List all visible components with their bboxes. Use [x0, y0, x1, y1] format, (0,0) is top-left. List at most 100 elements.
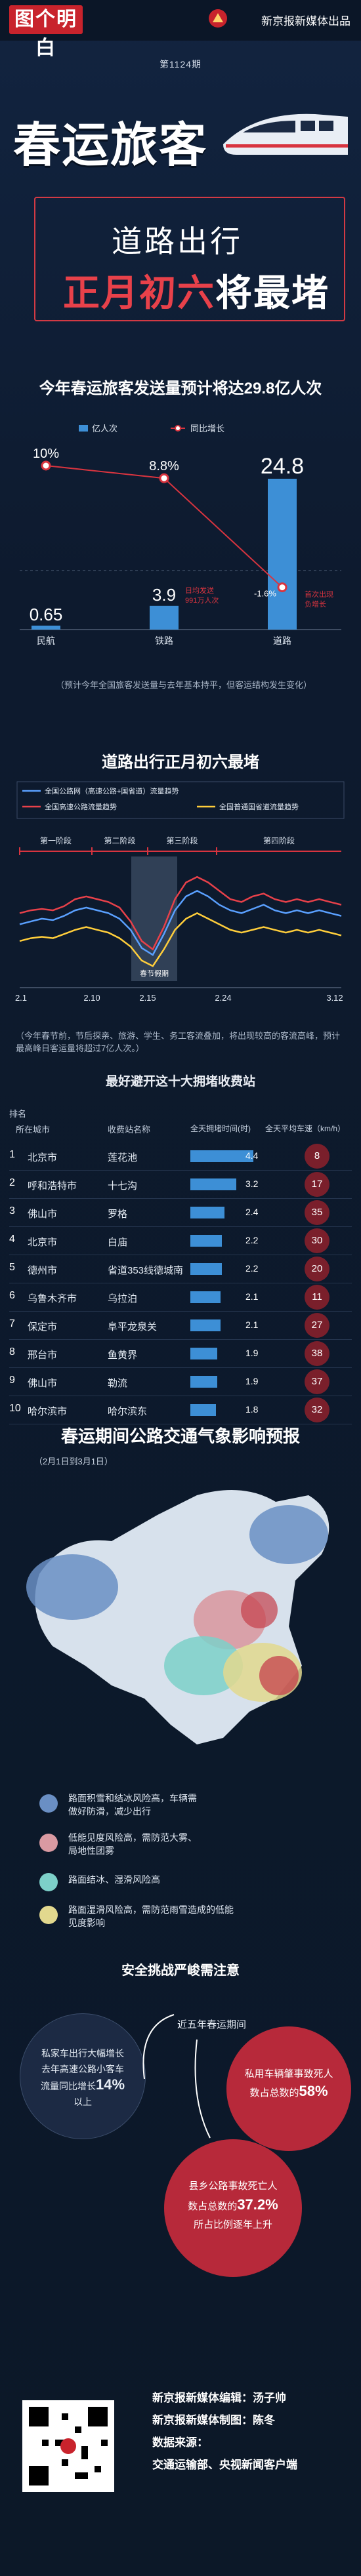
publisher-logo-icon — [209, 9, 227, 28]
row-station: 鱼黄界 — [108, 1350, 138, 1361]
header-rank: 排名 — [9, 1109, 27, 1119]
speed-badge: 11 — [305, 1285, 329, 1310]
phase-label-3: 第四阶段 — [263, 835, 295, 845]
x-tick-3: 2.24 — [215, 993, 231, 1003]
bubble-left-line3: 流量同比增长14% — [40, 2076, 125, 2093]
row-station: 省道353线德城南 — [108, 1265, 184, 1276]
holiday-shade — [131, 856, 177, 981]
hours-bar — [190, 1348, 218, 1359]
legend-swatch-wet — [39, 1906, 58, 1924]
credit-editor: 新京报新媒体编辑：汤子帅 — [152, 2392, 286, 2404]
table-row: 4 北京市 白庙 2.2 30 — [9, 1227, 352, 1255]
bubble-right-line1: 私用车辆肇事致死人 — [244, 2068, 333, 2080]
legend-snow: 路面积雪和结冰风险高，车辆需做好防滑，减少出行 — [68, 1793, 197, 1817]
bubble-county-roads: 县乡公路事故死亡人 数占总数的37.2% 所占比例逐年上升 — [164, 2139, 302, 2277]
hours-bar — [190, 1263, 222, 1275]
table-row: 3 佛山市 罗格 2.4 35 — [9, 1199, 352, 1227]
section4-subtitle: （2月1日到3月1日） — [34, 1457, 113, 1466]
hours-bar — [190, 1319, 221, 1331]
bubble-right-line2: 数占总数的58% — [249, 2083, 328, 2099]
header-speed: 全天平均车速（km/h） — [265, 1124, 346, 1133]
row-city: 哈尔滨市 — [28, 1406, 68, 1417]
table-row: 5 德州市 省道353线德城南 2.2 20 — [9, 1255, 352, 1283]
speed-badge: 20 — [305, 1257, 329, 1281]
bubble-private-fatality: 私用车辆肇事致死人 数占总数的58% — [226, 2026, 351, 2151]
row-city: 佛山市 — [28, 1378, 58, 1389]
row-city: 佛山市 — [28, 1209, 58, 1220]
x-tick-0: 2.1 — [15, 993, 27, 1003]
credit-source: 交通运输部、央视新闻客户端 — [152, 2459, 297, 2471]
row-rank: 7 — [9, 1318, 15, 1329]
legend-ice: 路面结冰、湿滑风险高 — [68, 1874, 160, 1885]
row-rank: 3 — [9, 1205, 15, 1217]
credit-source-label: 数据来源： — [152, 2436, 208, 2449]
train-icon — [223, 113, 348, 155]
hours-bar — [190, 1291, 221, 1303]
bubble-bottom-line1: 县乡公路事故死亡人 — [188, 2181, 278, 2192]
bubble-bottom-line2: 数占总数的37.2% — [188, 2196, 278, 2213]
credit-designer: 新京报新媒体制图：陈冬 — [152, 2414, 275, 2426]
section2-note: （今年春节前，节后探亲、旅游、学生、务工客流叠加，将出现较高的客流高峰，预计最高… — [16, 1031, 341, 1053]
bar-1 — [150, 605, 179, 630]
hours-bar — [190, 1207, 225, 1218]
row-rank: 2 — [9, 1177, 15, 1188]
qr-code[interactable] — [22, 2400, 114, 2492]
growth-label-0: 10% — [33, 447, 59, 461]
bubble-left-pct: 14% — [95, 2076, 125, 2093]
phase-label-0: 第一阶段 — [40, 835, 72, 845]
growth-point-2 — [277, 582, 287, 593]
legend-swatch-snow — [39, 1794, 58, 1813]
rail-annotation-1: 991万人次 — [185, 595, 219, 605]
category-label-1: 铁路 — [155, 635, 173, 646]
bar-value-2: 24.8 — [261, 454, 304, 479]
row-city: 北京市 — [28, 1152, 58, 1163]
brand-logo: 图个明白 — [9, 5, 83, 60]
row-rank: 8 — [9, 1346, 15, 1358]
map-legend: 路面积雪和结冰风险高，车辆需做好防滑，减少出行 低能见度风险高，需防范大雾、局地… — [39, 1792, 328, 1936]
road-annotation-1: 负增长 — [305, 599, 326, 609]
row-rank: 1 — [9, 1149, 15, 1160]
legend-label-1: 全国高速公路流量趋势 — [45, 802, 117, 811]
x-tick-4: 3.12 — [326, 993, 343, 1003]
row-hours: 1.9 — [245, 1376, 259, 1386]
region-low-visibility-east — [259, 1656, 299, 1695]
bubble-left-line1: 私家车出行大幅增长 — [41, 2048, 124, 2059]
row-station: 白庙 — [108, 1237, 128, 1248]
hours-bar — [190, 1404, 217, 1416]
legend-label-2: 全国普通国省道流量趋势 — [219, 802, 299, 811]
row-hours: 1.8 — [245, 1404, 259, 1415]
row-station: 十七沟 — [108, 1180, 138, 1192]
legend-volume-swatch — [79, 425, 88, 432]
row-city: 德州市 — [28, 1265, 58, 1276]
row-hours: 2.2 — [245, 1263, 259, 1274]
bar-value-0: 0.65 — [30, 605, 63, 624]
row-city: 呼和浩特市 — [28, 1180, 77, 1192]
section1-title: 今年春运旅客发送量预计将达29.8亿人次 — [39, 380, 322, 397]
rail-annotation-0: 日均发送 — [185, 586, 214, 595]
row-station: 阜平龙泉关 — [108, 1321, 158, 1333]
hero-subtitle-1: 道路出行 — [112, 224, 243, 258]
phase-label-1: 第二阶段 — [104, 835, 135, 845]
header-city: 所在城市 — [16, 1125, 51, 1135]
row-rank: 6 — [9, 1290, 15, 1301]
speed-badge: 17 — [305, 1172, 329, 1197]
hours-bar — [190, 1235, 222, 1247]
trend-line-1 — [19, 875, 342, 951]
category-label-2: 道路 — [273, 635, 291, 646]
legend-wet: 路面湿滑风险高，需防范雨雪造成的低能见度影响 — [68, 1904, 234, 1928]
road-annotation-0: 首次出现 — [305, 590, 333, 599]
table-row: 2 呼和浩特市 十七沟 3.2 17 — [9, 1171, 352, 1199]
speed-badge: 37 — [305, 1369, 329, 1394]
region-icy-central — [164, 1636, 243, 1695]
holiday-label: 春节假期 — [140, 969, 169, 978]
hours-bar — [190, 1178, 236, 1190]
trend-line-2 — [19, 912, 342, 967]
legend-label-0: 全国公路网（高速公路+国省道）流量趋势 — [45, 786, 179, 795]
row-hours: 2.1 — [245, 1319, 259, 1330]
phase-label-2: 第三阶段 — [166, 835, 198, 845]
section1-note: （预计今年全国旅客发送量与去年基本持平，但客运结构发生变化） — [55, 680, 312, 690]
bubble-right-pct: 58% — [299, 2083, 328, 2099]
x-tick-2: 2.15 — [139, 993, 156, 1003]
section4-title: 春运期间公路交通气象影响预报 — [60, 1426, 300, 1446]
